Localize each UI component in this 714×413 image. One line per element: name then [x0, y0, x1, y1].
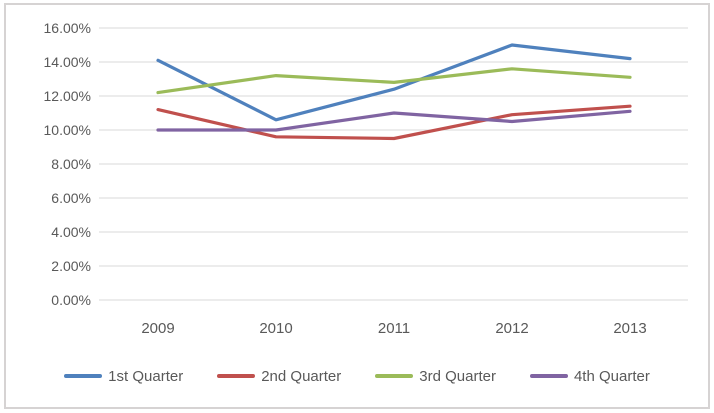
legend-line-swatch: [375, 374, 414, 378]
legend-item-4th-quarter: 4th Quarter: [529, 367, 650, 385]
series-line-2nd-quarter: [156, 104, 632, 141]
x-axis-label: 2012: [495, 320, 528, 337]
series-line-1st-quarter: [156, 43, 632, 122]
y-tick-label: 12.00%: [44, 88, 91, 104]
y-tick-label: 14.00%: [44, 54, 91, 70]
legend-item-1st-quarter: 1st Quarter: [64, 368, 183, 385]
y-tick-label: 8.00%: [51, 156, 91, 172]
series-line-4th-quarter: [156, 109, 632, 132]
legend-item-label: 3rd Quarter: [419, 367, 496, 385]
chart-legend: 1st Quarter 2nd Quarter 3rd Quarter 4th Qua…: [0, 363, 714, 389]
legend-item-label: 2nd Quarter: [261, 367, 342, 385]
legend-line-swatch: [64, 374, 103, 378]
x-axis-label: 2013: [613, 320, 646, 337]
y-tick-label: 6.00%: [51, 190, 91, 206]
y-tick-label: 16.00%: [44, 20, 91, 36]
legend-item-label: 1st Quarter: [108, 367, 184, 385]
x-axis-label: 2011: [378, 320, 410, 337]
x-axis-label: 2010: [259, 320, 292, 337]
y-tick-label: 4.00%: [51, 224, 91, 240]
legend-item-2nd-quarter: 2nd Quarter: [217, 368, 341, 385]
chart-frame: [4, 3, 710, 409]
legend-line-swatch: [529, 374, 568, 378]
legend-item-label: 4th Quarter: [573, 367, 650, 385]
y-tick-label: 10.00%: [44, 122, 91, 138]
y-tick-label: 0.00%: [51, 292, 91, 308]
x-axis-label: 2009: [141, 320, 174, 337]
legend-item-3rd-quarter: 3rd Quarter: [375, 368, 496, 385]
legend-line-swatch: [217, 374, 256, 378]
y-tick-label: 2.00%: [51, 258, 91, 274]
series-line-3rd-quarter: [156, 67, 632, 95]
